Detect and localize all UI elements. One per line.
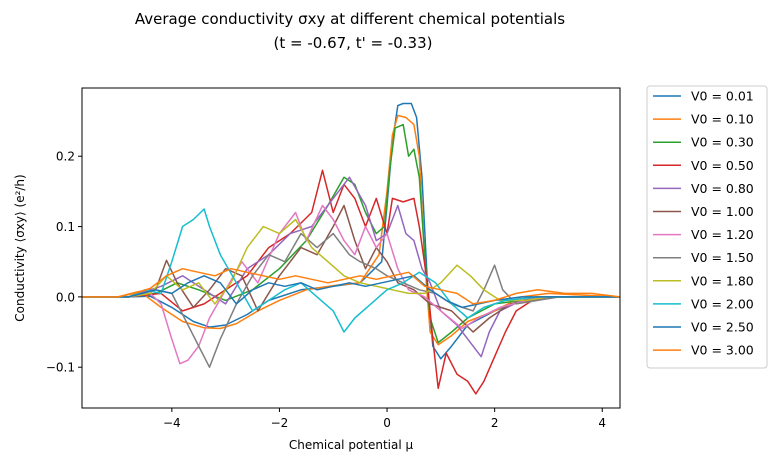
legend-label: V0 = 0.50 [691,158,754,173]
x-tick-label: 4 [598,416,606,430]
series-line-12 [82,267,620,305]
chart-title: Average conductivity σxy at different ch… [135,10,565,28]
series-line-7 [82,204,620,365]
y-tick-label: 0.0 [56,290,75,304]
legend-frame [646,85,768,369]
y-tick-label: 0.1 [56,220,75,234]
legend: V0 = 0.01 V0 = 0.10 V0 = 0.30 V0 = 0.50 V0 =… [646,85,768,369]
legend-label: V0 = 1.00 [691,204,754,219]
series-line-2 [82,114,620,346]
series-line-1 [82,102,620,360]
y-tick-label: −0.1 [46,361,75,375]
y-tick-label: 0.2 [56,150,75,164]
legend-label: V0 = 0.01 [691,89,754,104]
x-axis-title: Chemical potential μ [289,438,414,452]
legend-label: V0 = 0.10 [691,112,754,127]
legend-label: V0 = 1.50 [691,250,754,265]
legend-label: V0 = 1.80 [691,273,754,288]
legend-label: V0 = 0.80 [691,181,754,196]
x-tick-label: 2 [491,416,499,430]
x-axis: −4 −2 0 2 4 [163,408,606,430]
legend-label: V0 = 2.50 [691,320,754,335]
series-line-8 [82,232,620,368]
legend-label: V0 = 2.00 [691,296,754,311]
series-line-10 [82,208,620,333]
series-line-5 [82,176,620,358]
y-axis: −0.1 0.0 0.1 0.2 [46,150,82,375]
x-tick-label: −4 [163,416,181,430]
y-axis-title: Conductivity ⟨σxy⟩ (e²/h) [13,174,27,321]
series-line-4 [82,169,620,395]
x-tick-label: −2 [271,416,289,430]
legend-label: V0 = 1.20 [691,227,754,242]
series-line-9 [82,218,620,305]
x-tick-label: 0 [383,416,391,430]
series-line-6 [82,204,620,333]
plot-frame [81,87,621,409]
series-line-11 [82,275,620,309]
series-layer [82,102,620,395]
chart-subtitle: (t = -0.67, t' = -0.33) [274,34,433,52]
legend-label: V0 = 0.30 [691,135,754,150]
legend-label: V0 = 3.00 [691,343,754,358]
